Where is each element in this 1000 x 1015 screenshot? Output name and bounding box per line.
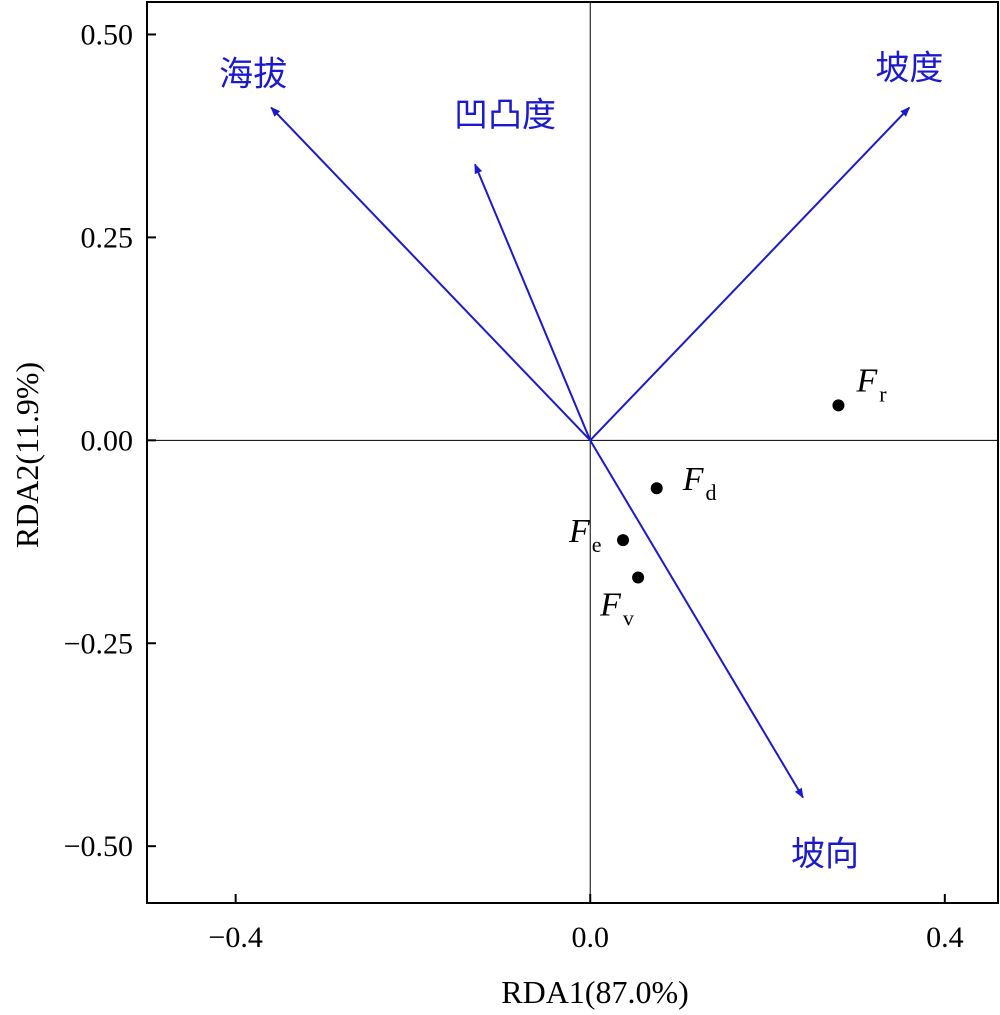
x-tick-label: 0.4	[926, 921, 964, 954]
y-tick-label: 0.50	[81, 18, 134, 51]
x-axis: −0.4 0.0 0.4	[208, 894, 964, 954]
arrow-label-1: 海拔	[219, 55, 287, 95]
point-label-d: Fd	[682, 461, 717, 505]
point-subscript: d	[705, 480, 716, 505]
y-axis-title: RDA2(11.9%)	[9, 362, 45, 548]
arrow-label-2: 凹凸度	[454, 95, 556, 135]
y-tick-label: 0.25	[81, 221, 134, 254]
reference-lines	[147, 2, 998, 903]
arrow-2	[474, 163, 592, 441]
point-label-e: Fe	[568, 513, 602, 557]
y-axis: 0.50 0.25 0.00 −0.25 −0.50	[64, 18, 156, 863]
point-subscript: r	[879, 381, 887, 406]
points: Fr Fd Fe Fv	[568, 362, 887, 630]
arrow-1	[270, 106, 591, 442]
point-e	[617, 534, 630, 547]
x-tick-label: −0.4	[208, 921, 262, 954]
point-label-r: Fr	[855, 362, 887, 406]
arrow-3	[589, 106, 911, 442]
y-tick-label: 0.00	[81, 424, 134, 457]
point-subscript: e	[592, 532, 602, 557]
y-tick-label: −0.50	[64, 830, 133, 863]
x-axis-title: RDA1(87.0%)	[501, 974, 689, 1010]
point-subscript: v	[623, 606, 634, 631]
point-label-v: Fv	[599, 587, 634, 631]
point-d	[650, 482, 663, 495]
point-v	[632, 571, 645, 584]
arrow-4	[589, 439, 804, 799]
arrow-label-3: 坡度	[875, 49, 943, 89]
point-r	[832, 399, 845, 412]
arrow-label-4: 坡向	[791, 834, 859, 874]
plot-frame	[146, 1, 999, 904]
x-tick-label: 0.0	[571, 921, 609, 954]
y-tick-label: −0.25	[64, 627, 133, 660]
